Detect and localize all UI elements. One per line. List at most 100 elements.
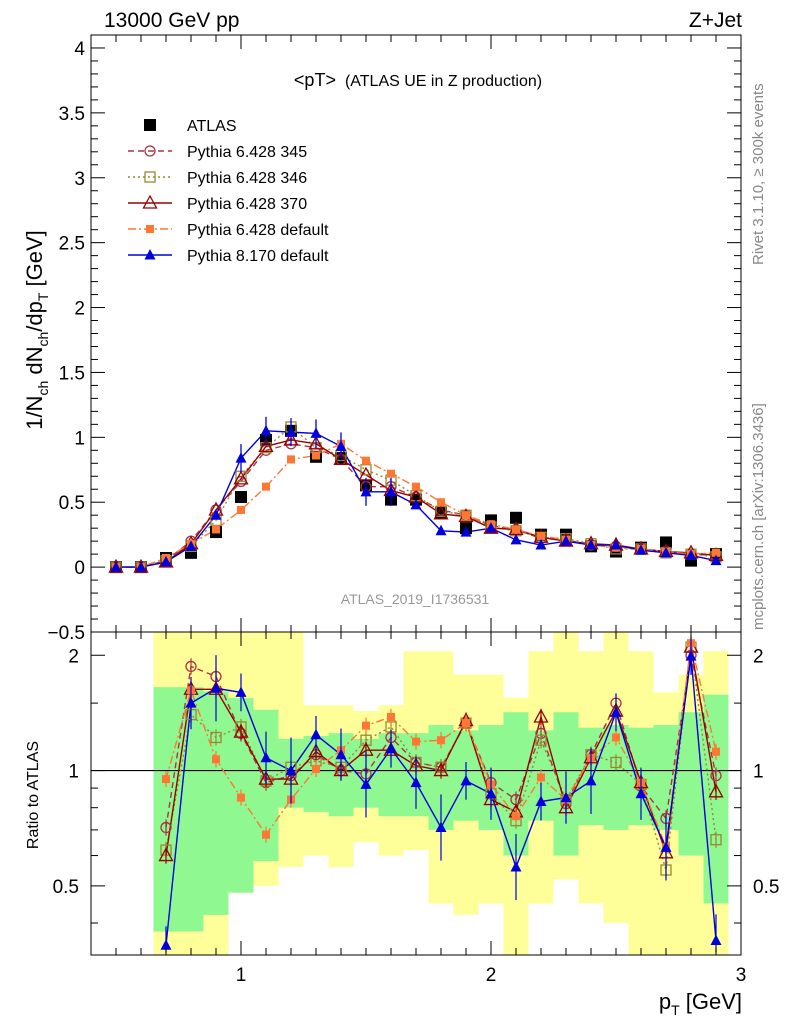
main-y-tick-label: 2 [74, 299, 85, 320]
main-point-series-4 [537, 531, 545, 540]
main-point-series-3 [433, 505, 449, 520]
ratio-point-series-4 [385, 742, 397, 754]
header-right: Z+Jet [689, 9, 742, 32]
legend-label: Pythia 6.428 default [187, 222, 329, 239]
main-point-series-5 [660, 546, 672, 558]
legend-label: Pythia 6.428 370 [187, 196, 307, 213]
ratio-y-tick-label-right: 0.5 [753, 877, 779, 898]
ratio-y-tick-label: 2 [68, 646, 79, 667]
ratio-point-series-3 [237, 793, 245, 802]
ratio-point-series-0 [160, 821, 172, 834]
ratio-band-inner [503, 712, 529, 856]
legend-marker [144, 249, 156, 260]
main-point-series-5 [135, 561, 147, 572]
main-y-tick-label: 0.5 [59, 493, 85, 514]
main-point-series-3 [333, 451, 349, 466]
main-y-axis-label: 1/Nch dNch/dpT [GeV] [22, 230, 51, 430]
main-point-series-5 [685, 549, 697, 560]
ratio-point-series-4 [560, 791, 572, 803]
main-point-series-5 [610, 539, 622, 550]
ratio-point-series-3 [537, 773, 545, 782]
main-y-tick-label: 4 [74, 39, 85, 60]
ratio-point-series-3 [612, 733, 620, 742]
ratio-point-series-3 [362, 721, 370, 730]
x-tick-label: 2 [486, 965, 497, 986]
ratio-point-series-0 [185, 660, 197, 673]
ratio-point-series-1 [210, 731, 222, 744]
main-point-series-5 [635, 544, 647, 555]
main-point-series-4 [362, 456, 370, 465]
main-point-series-4 [712, 548, 720, 557]
ratio-point-series-4 [535, 795, 547, 807]
main-point-series-5 [310, 427, 322, 438]
ratio-point-series-4 [335, 748, 347, 760]
ratio-point-series-4 [685, 650, 697, 661]
ratio-panel: 0.5 0.5 1 1 2 2 1 2 3 Ratio to ATLAS pT [GeV] [25, 631, 779, 1018]
main-point-series-5 [710, 554, 722, 566]
main-point-series-5 [410, 498, 422, 510]
ratio-point-series-2 [233, 723, 249, 738]
ratio-point-series-3 [437, 736, 445, 745]
rivet-label: Rivet 3.1.10, ≥ 300k events [750, 83, 767, 265]
main-point-series-5 [585, 539, 597, 550]
ratio-point-series-1 [710, 834, 722, 846]
ratio-point-series-4 [360, 778, 372, 789]
main-y-tick-label: 3 [74, 169, 85, 190]
ratio-y-tick-label: 0.5 [53, 877, 79, 898]
main-point-series-0 [435, 506, 447, 519]
main-point-series-5 [185, 540, 197, 551]
ratio-point-series-4 [310, 728, 322, 740]
main-point-series-0 [235, 491, 247, 504]
main-point-series-5 [260, 424, 272, 436]
main-point-series-0 [510, 511, 522, 524]
chart-title-main: <pT> [294, 70, 336, 90]
ratio-point-series-3 [262, 830, 270, 839]
main-panel: <pT> (ATLAS UE in Z production) ATLAS_20… [22, 34, 742, 644]
ratio-y-tick-label: 1 [68, 762, 79, 783]
ratio-band-inner [153, 687, 179, 932]
main-point-series-5 [360, 485, 372, 497]
legend: ATLAS Pythia 6.428 345 Pythia 6.428 346 Pyt… [128, 118, 329, 265]
main-point-series-4 [387, 469, 395, 478]
ratio-point-series-3 [387, 712, 395, 721]
legend-marker [144, 145, 156, 157]
ratio-point-series-3 [162, 775, 170, 784]
watermark: ATLAS_2019_I1736531 [341, 591, 490, 607]
ratio-point-series-3 [412, 737, 420, 746]
main-point-series-3 [233, 470, 249, 485]
main-point-series-5 [485, 522, 497, 533]
ratio-point-series-2 [708, 783, 724, 798]
legend-label: Pythia 6.428 346 [187, 170, 307, 187]
ratio-point-series-4 [485, 787, 497, 799]
ratio-point-series-2 [158, 847, 174, 862]
legend-marker [146, 225, 154, 233]
ratio-point-series-4 [410, 776, 422, 788]
ratio-point-series-4 [710, 934, 722, 946]
ratio-point-series-3 [512, 812, 520, 821]
main-point-series-5 [235, 452, 247, 463]
main-y-tick-label: −0.5 [47, 623, 85, 644]
main-point-series-2 [360, 464, 372, 476]
ratio-point-series-3 [462, 719, 470, 728]
ratio-point-series-4 [610, 706, 622, 717]
legend-marker [144, 119, 156, 131]
main-point-series-4 [412, 482, 420, 491]
ratio-point-series-2 [258, 770, 274, 785]
main-y-tick-label: 2.5 [59, 234, 85, 255]
main-y-tick-label: 1.5 [59, 363, 85, 384]
ratio-point-series-4 [160, 939, 172, 950]
ratio-point-series-4 [435, 821, 447, 833]
ratio-point-series-2 [533, 708, 549, 723]
ratio-point-series-4 [460, 774, 472, 786]
main-point-series-5 [210, 509, 222, 520]
ratio-y-tick-label-right: 2 [753, 646, 764, 667]
main-point-series-4 [212, 525, 220, 534]
main-point-series-5 [435, 524, 447, 536]
chart-title: <pT> (ATLAS UE in Z production) [294, 70, 542, 90]
ratio-point-series-0 [710, 769, 722, 782]
legend-label: Pythia 8.170 default [187, 248, 329, 265]
ratio-band-inner [678, 712, 704, 856]
main-y-tick-label: 1 [74, 428, 85, 449]
ratio-frame [90, 631, 742, 956]
